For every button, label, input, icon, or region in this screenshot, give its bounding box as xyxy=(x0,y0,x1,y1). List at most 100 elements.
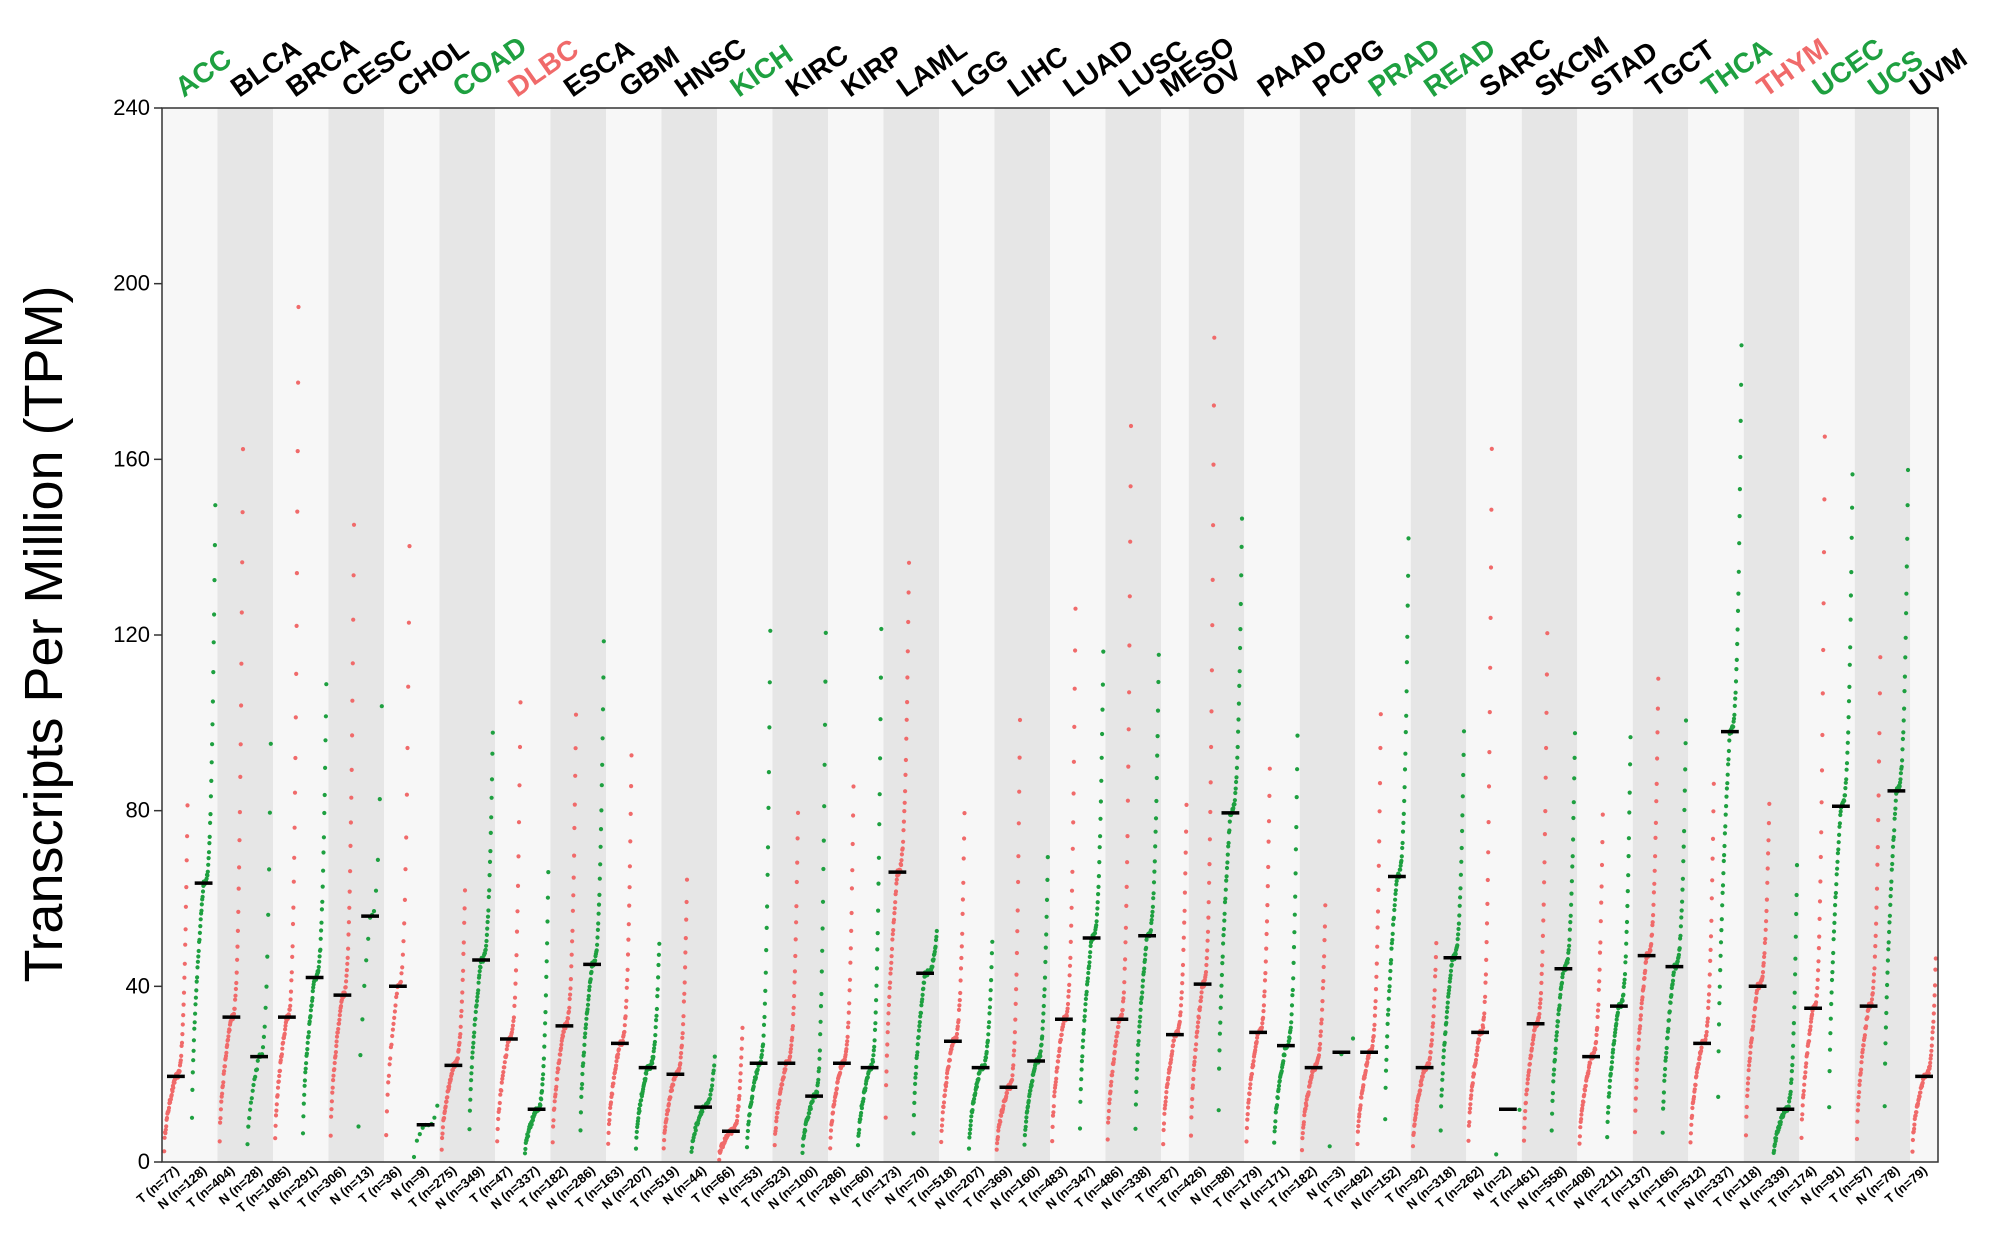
point-cesc-t xyxy=(338,1008,343,1014)
point-kirp-t xyxy=(834,1091,839,1096)
point-lusc-n xyxy=(1148,928,1153,933)
point-blca-n xyxy=(264,984,269,989)
point-lusc-t xyxy=(1114,1034,1119,1039)
point-acc-t xyxy=(164,1115,170,1121)
point-paad-n xyxy=(1272,1140,1277,1145)
point-lusc-n xyxy=(1137,1019,1142,1024)
point-cesc-t xyxy=(332,1060,337,1066)
y-tick-label: 80 xyxy=(126,798,150,823)
point-prad-n xyxy=(1392,903,1397,908)
point-dlbc-n xyxy=(544,974,549,980)
point-lusc-n xyxy=(1154,775,1159,781)
point-kirc-t xyxy=(795,836,800,841)
point-ov-n xyxy=(1226,844,1231,849)
point-acc-t xyxy=(180,1022,185,1027)
point-coad-t xyxy=(459,1008,464,1014)
point-kirc-t xyxy=(789,1043,794,1048)
point-chol-t xyxy=(400,965,405,970)
point-esca-n xyxy=(587,984,592,989)
band-lusc xyxy=(1105,108,1161,1162)
point-acc-t xyxy=(162,1135,167,1140)
point-ov-n xyxy=(1224,874,1229,879)
point-tgct-n xyxy=(1669,993,1674,998)
point-dlbc-t xyxy=(499,1080,504,1085)
point-tgct-n xyxy=(1663,1066,1668,1072)
point-kich-n xyxy=(767,725,772,730)
point-paad-t xyxy=(1245,1117,1250,1122)
point-acc-t xyxy=(185,834,190,839)
point-laml-t xyxy=(885,1042,890,1047)
point-hnsc-n xyxy=(689,1145,695,1150)
point-hnsc-t xyxy=(679,1043,685,1048)
point-ucs-n xyxy=(1897,784,1902,789)
point-luad-n xyxy=(1096,892,1101,897)
point-brca-t xyxy=(276,1079,281,1084)
point-brca-t xyxy=(277,1068,283,1073)
point-lgg-t xyxy=(960,931,965,936)
band-meso xyxy=(1161,108,1189,1162)
point-ov-n xyxy=(1220,961,1225,966)
point-ov-t xyxy=(1190,1083,1195,1088)
point-thym-n xyxy=(1774,1136,1779,1141)
point-thym-t xyxy=(1763,927,1768,932)
point-thca-t xyxy=(1688,1131,1693,1136)
point-esca-n xyxy=(586,997,591,1002)
point-ov-n xyxy=(1239,516,1245,521)
point-tgct-n xyxy=(1681,844,1686,849)
point-hnsc-n xyxy=(711,1068,716,1073)
point-luad-t xyxy=(1066,994,1071,999)
point-brca-t xyxy=(289,970,294,975)
point-ucec-n xyxy=(1828,1031,1833,1036)
point-acc-n xyxy=(207,834,212,840)
point-kirp-t xyxy=(851,784,856,789)
point-skcm-t xyxy=(1544,745,1549,751)
point-brca-t xyxy=(275,1093,280,1098)
point-coad-n xyxy=(476,988,481,993)
point-ucs-n xyxy=(1904,591,1909,596)
point-ucec-t xyxy=(1815,985,1820,991)
point-acc-n xyxy=(210,699,215,704)
point-tgct-t xyxy=(1639,1006,1644,1011)
point-read-t xyxy=(1431,1014,1436,1019)
point-gbm-n xyxy=(653,1033,658,1038)
point-lihc-t xyxy=(1017,717,1023,723)
point-stad-n xyxy=(1627,810,1632,815)
point-coad-n xyxy=(474,998,480,1004)
point-ucec-n xyxy=(1833,890,1838,896)
point-meso-t xyxy=(1163,1095,1169,1100)
point-ucec-n xyxy=(1838,809,1843,814)
point-prad-t xyxy=(1356,1124,1361,1129)
point-kirp-n xyxy=(870,1059,876,1064)
point-thca-n xyxy=(1726,748,1731,754)
point-read-n xyxy=(1456,926,1461,932)
point-stad-t xyxy=(1582,1092,1587,1097)
point-pcpg-n xyxy=(1327,1144,1332,1149)
point-luad-n xyxy=(1088,950,1093,955)
point-lihc-t xyxy=(995,1141,1000,1146)
point-cesc-t xyxy=(351,573,356,578)
point-lihc-n xyxy=(1044,897,1050,903)
point-coad-t xyxy=(462,906,467,911)
point-thym-n xyxy=(1789,1080,1794,1085)
point-paad-n xyxy=(1295,733,1300,738)
point-ucs-t xyxy=(1874,921,1879,926)
point-prad-n xyxy=(1393,897,1398,902)
point-paad-t xyxy=(1245,1112,1250,1117)
point-stad-n xyxy=(1622,972,1628,977)
point-lusc-t xyxy=(1125,834,1130,839)
point-thym-n xyxy=(1794,863,1800,868)
point-meso-t xyxy=(1182,920,1187,925)
point-lgg-t xyxy=(958,990,963,996)
point-lihc-t xyxy=(998,1119,1003,1124)
point-hnsc-t xyxy=(662,1138,667,1143)
point-hnsc-t xyxy=(677,1066,682,1071)
point-brca-n xyxy=(306,1030,311,1035)
band-brca xyxy=(273,108,329,1162)
point-ucec-t xyxy=(1821,601,1826,606)
point-blca-n xyxy=(267,867,272,872)
point-brca-n xyxy=(323,765,328,771)
point-cesc-t xyxy=(347,889,352,894)
point-hnsc-t xyxy=(683,936,688,941)
point-ucs-n xyxy=(1901,730,1906,735)
point-kirp-t xyxy=(828,1135,833,1140)
